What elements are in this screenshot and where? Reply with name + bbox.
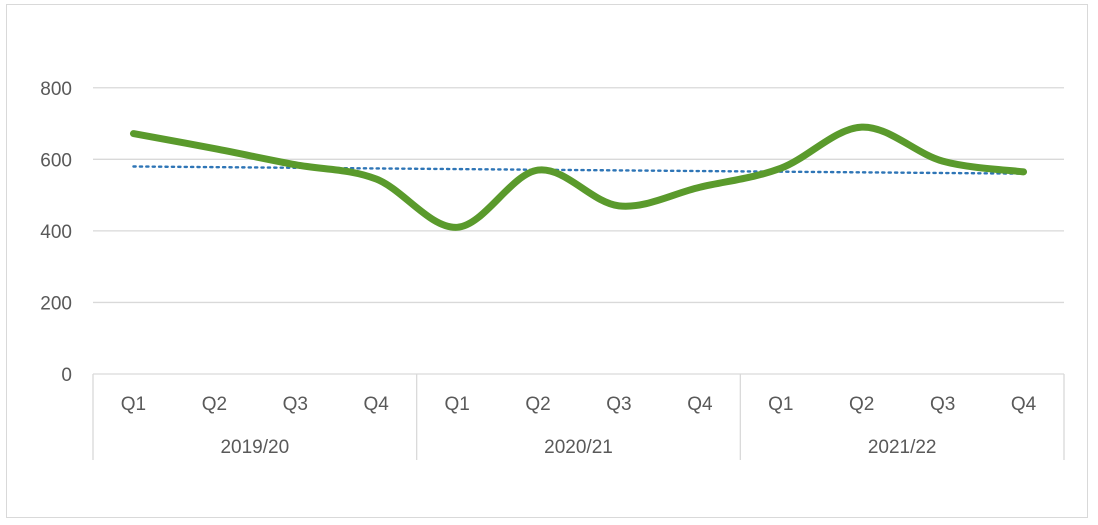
series-layer: [129, 123, 1028, 231]
y-axis-ticks: 0 200 400 600 800: [40, 79, 72, 386]
x-tick-label: Q3: [930, 394, 955, 415]
x-axis-categories: Q1 Q2 Q3 Q4 2019/20 Q1 Q2 Q3 Q4 2020/21 Q1 Q2 Q3 Q4 20…: [121, 394, 1037, 458]
x-tick-label: Q2: [202, 394, 227, 415]
y-tick-label: 800: [40, 79, 72, 100]
series-line: [129, 123, 1028, 231]
x-tick-label: Q3: [606, 394, 631, 415]
gridlines: [93, 87, 1064, 304]
x-tick-label: Q4: [1011, 394, 1037, 415]
x-group-label: 2020/21: [544, 437, 613, 458]
y-tick-label: 600: [40, 150, 72, 171]
x-group-label: 2019/20: [220, 437, 289, 458]
x-tick-label: Q1: [768, 394, 793, 415]
x-tick-label: Q1: [121, 394, 146, 415]
trendline: [132, 165, 1025, 175]
x-tick-label: Q2: [525, 394, 550, 415]
y-tick-label: 400: [40, 222, 72, 243]
y-tick-label: 200: [40, 293, 72, 314]
x-axis: [92, 373, 1065, 460]
x-group-label: 2021/22: [868, 437, 937, 458]
x-tick-label: Q2: [849, 394, 874, 415]
x-tick-label: Q4: [364, 394, 390, 415]
chart-area: [6, 4, 1088, 518]
y-tick-label: 0: [61, 365, 72, 386]
x-tick-label: Q1: [444, 394, 469, 415]
x-tick-label: Q4: [687, 394, 713, 415]
x-tick-label: Q3: [283, 394, 308, 415]
